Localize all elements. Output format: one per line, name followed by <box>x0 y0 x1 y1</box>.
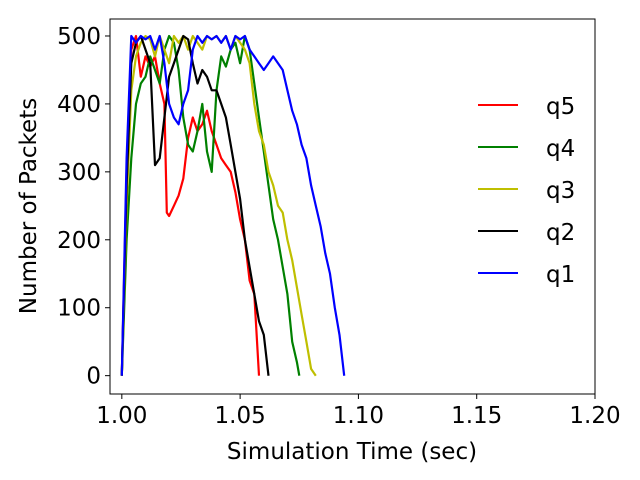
x-tick-label: 1.05 <box>215 403 266 429</box>
legend-label-q1: q1 <box>546 262 575 288</box>
y-tick-label: 100 <box>57 296 101 322</box>
x-tick-label: 1.15 <box>451 403 502 429</box>
y-tick-label: 500 <box>57 24 101 50</box>
series-line-q2 <box>120 34 270 376</box>
legend-label-q4: q4 <box>546 136 575 162</box>
series-line-q5 <box>120 34 261 376</box>
x-tick-label: 1.20 <box>569 403 620 429</box>
x-tick-label: 1.10 <box>333 403 384 429</box>
y-axis-ticks: 0 100 200 300 400 500 <box>57 24 110 390</box>
y-axis-title: Number of Packets <box>16 98 42 314</box>
y-tick-label: 300 <box>57 160 101 186</box>
y-tick-label: 0 <box>86 364 101 390</box>
legend: q5 q4 q3 q2 q1 <box>478 94 575 288</box>
series-layer <box>120 34 346 377</box>
x-axis-ticks: 1.00 1.05 1.10 1.15 1.20 <box>96 394 621 429</box>
series-line-q4 <box>120 34 301 376</box>
y-tick-label: 400 <box>57 92 101 118</box>
legend-label-q2: q2 <box>546 220 575 246</box>
plot-frame <box>109 18 596 395</box>
x-tick-label: 1.00 <box>96 403 147 429</box>
legend-label-q5: q5 <box>546 94 575 120</box>
x-axis-title: Simulation Time (sec) <box>227 439 477 465</box>
legend-label-q3: q3 <box>546 178 575 204</box>
series-line-q1 <box>120 34 346 376</box>
y-tick-label: 200 <box>57 228 101 254</box>
